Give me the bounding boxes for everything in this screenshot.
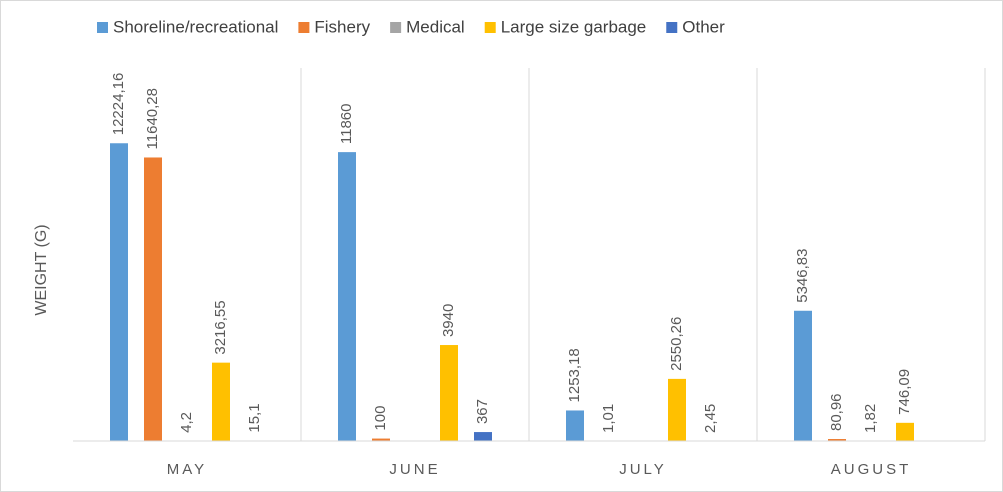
data-label: 11640,28	[144, 88, 161, 149]
legend-swatch	[97, 22, 108, 33]
data-label: 15,1	[246, 403, 263, 432]
x-tick-label: MAY	[167, 461, 207, 478]
bar	[668, 378, 686, 441]
data-label: 2550,26	[668, 317, 685, 371]
data-label: 1,01	[600, 404, 617, 433]
bar	[338, 152, 356, 442]
data-label: 5346,83	[794, 249, 811, 303]
data-label: 3216,55	[212, 300, 229, 354]
data-label: 746,09	[896, 369, 913, 415]
y-axis-label: WEIGHT (G)	[33, 224, 50, 315]
bar	[440, 345, 458, 441]
bar	[828, 439, 846, 441]
data-label: 3940	[440, 304, 457, 337]
bar	[212, 362, 230, 441]
bar	[144, 157, 162, 441]
data-label: 2,45	[702, 404, 719, 433]
data-label: 12224,16	[110, 73, 127, 136]
data-label: 1,82	[862, 404, 879, 433]
legend-swatch	[390, 22, 402, 33]
data-label: 11860	[338, 104, 355, 145]
x-tick-label: AUGUST	[831, 461, 912, 478]
bar	[372, 438, 390, 441]
x-tick-label: JUNE	[389, 461, 440, 478]
legend-label: Shoreline/recreational	[113, 17, 278, 36]
data-label: 100	[372, 406, 389, 431]
legend-label: Medical	[406, 17, 465, 36]
bar	[794, 310, 812, 441]
bar	[896, 422, 914, 441]
data-label: 4,2	[178, 412, 195, 433]
data-label: 367	[474, 399, 491, 424]
bar	[110, 143, 128, 441]
data-label: 80,96	[828, 393, 845, 431]
legend-label: Large size garbage	[501, 17, 647, 36]
x-tick-label: JULY	[619, 461, 667, 478]
data-label: 1253,18	[566, 348, 583, 402]
legend-swatch	[298, 22, 310, 33]
legend-label: Fishery	[314, 17, 370, 36]
bar	[566, 410, 584, 441]
bar	[474, 432, 492, 441]
legend-label: Other	[682, 17, 725, 36]
legend-swatch	[484, 22, 496, 33]
legend-swatch	[666, 22, 678, 33]
